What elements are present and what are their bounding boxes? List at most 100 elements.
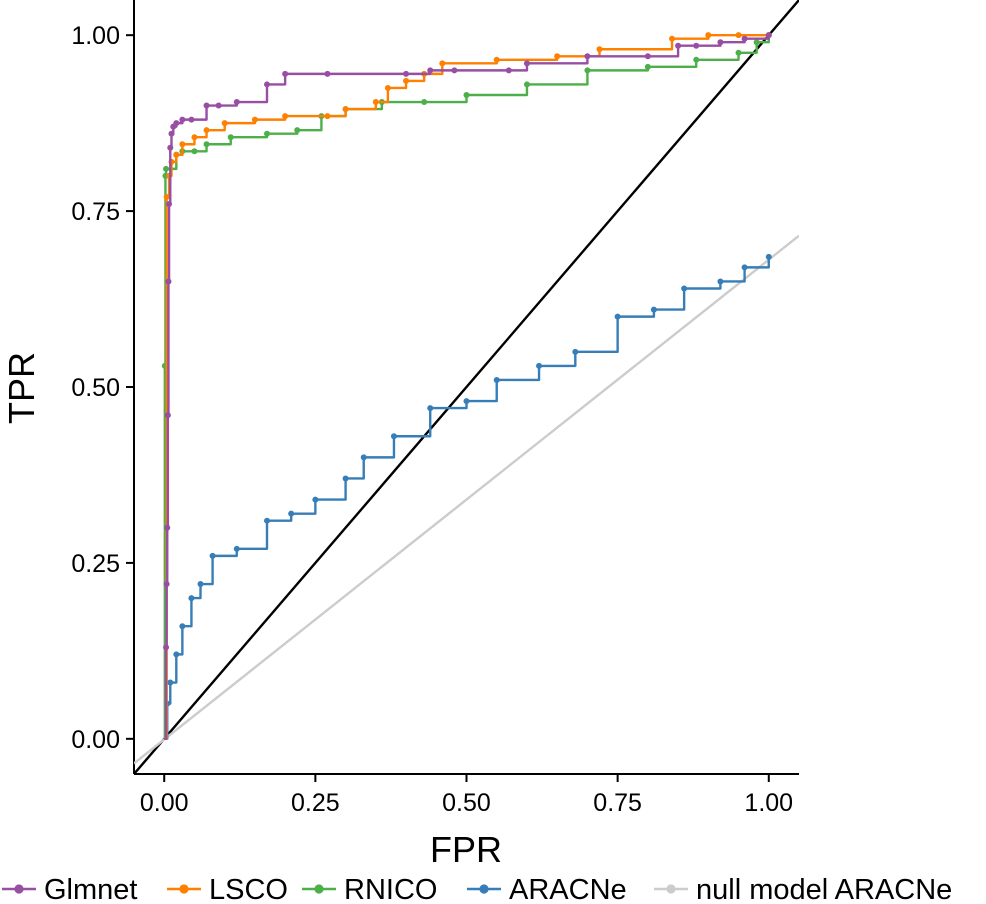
- data-point: [163, 644, 170, 651]
- data-point: [644, 53, 651, 60]
- data-point: [735, 49, 742, 56]
- data-point: [179, 623, 186, 630]
- data-point: [163, 165, 170, 172]
- data-point: [439, 60, 446, 67]
- legend-key-marker: [479, 884, 489, 894]
- x-tick-label: 1.00: [744, 789, 793, 817]
- data-point: [360, 454, 367, 461]
- data-point: [294, 127, 301, 134]
- data-point: [451, 67, 458, 74]
- data-point: [390, 433, 397, 440]
- data-point: [342, 475, 349, 482]
- data-point: [215, 102, 222, 109]
- data-point: [693, 56, 700, 63]
- data-point: [163, 581, 170, 588]
- data-point: [203, 127, 210, 134]
- data-point: [523, 60, 530, 67]
- data-point: [179, 116, 186, 123]
- data-point: [264, 517, 270, 524]
- data-point: [741, 35, 748, 42]
- data-point: [167, 144, 174, 151]
- data-point: [203, 141, 210, 148]
- data-point: [312, 496, 319, 503]
- y-axis-ticks: 0.00 0.25 0.50 0.75 1.00: [71, 22, 134, 754]
- data-point: [264, 81, 270, 88]
- legend-key-marker: [179, 884, 189, 894]
- legend-label: RNICO: [344, 874, 437, 904]
- x-tick-label: 0.50: [442, 789, 491, 817]
- legend-key-marker: [14, 884, 24, 894]
- legend-key-marker: [314, 884, 324, 894]
- data-point: [421, 99, 428, 106]
- y-axis-title: TPR: [1, 352, 42, 424]
- data-point: [197, 581, 204, 588]
- data-point: [765, 32, 772, 39]
- data-point: [693, 42, 700, 49]
- data-point: [179, 141, 186, 148]
- series-line: [134, 234, 799, 765]
- y-tick-label: 0.25: [71, 550, 120, 578]
- data-point: [221, 120, 228, 127]
- data-point: [584, 67, 591, 74]
- data-point: [463, 91, 470, 98]
- legend-label: LSCO: [209, 874, 288, 904]
- data-point: [173, 651, 180, 658]
- data-point: [168, 130, 175, 137]
- data-point: [165, 278, 172, 285]
- data-point: [164, 412, 171, 419]
- data-point: [427, 67, 434, 74]
- legend-label: Glmnet: [44, 874, 137, 904]
- data-point: [324, 70, 331, 77]
- data-point: [188, 595, 195, 602]
- data-point: [493, 56, 500, 63]
- data-point: [427, 405, 434, 412]
- data-point: [188, 116, 195, 123]
- data-point: [342, 106, 349, 113]
- data-point: [227, 134, 234, 141]
- data-point: [191, 148, 198, 155]
- data-point: [384, 84, 391, 91]
- data-point: [741, 264, 748, 271]
- x-axis-ticks: 0.00 0.25 0.50 0.75 1.00: [140, 774, 793, 817]
- data-point: [324, 113, 331, 120]
- data-point: [173, 120, 180, 127]
- y-tick-label: 0.75: [71, 198, 120, 226]
- y-tick-label: 0.00: [71, 726, 120, 754]
- series-layer: [134, 32, 799, 765]
- series-glmnet: [163, 32, 772, 741]
- data-point: [681, 285, 688, 292]
- data-point: [372, 99, 379, 106]
- y-tick-label: 0.50: [71, 374, 120, 402]
- data-point: [173, 151, 180, 158]
- y-tick-label: 1.00: [71, 22, 120, 50]
- data-point: [523, 81, 530, 88]
- data-point: [288, 510, 295, 517]
- legend-item: null model ARACNe: [654, 874, 952, 904]
- data-point: [675, 42, 682, 49]
- data-point: [596, 46, 603, 53]
- data-point: [765, 253, 772, 260]
- legend-key-marker: [666, 884, 676, 894]
- legend-item: ARACNe: [467, 874, 627, 904]
- series-null-model-aracne: [134, 234, 799, 765]
- data-point: [717, 39, 724, 46]
- data-point: [403, 70, 410, 77]
- data-point: [167, 679, 174, 686]
- data-point: [753, 39, 760, 46]
- data-point: [717, 278, 724, 285]
- data-point: [463, 398, 470, 405]
- data-point: [572, 348, 579, 355]
- x-axis-title: FPR: [430, 829, 502, 870]
- series-aracne: [164, 253, 772, 741]
- data-point: [203, 102, 210, 109]
- data-point: [403, 77, 410, 84]
- data-point: [191, 134, 198, 141]
- legend-label: ARACNe: [509, 874, 627, 904]
- data-point: [251, 116, 258, 123]
- data-point: [166, 201, 173, 208]
- x-tick-label: 0.75: [593, 789, 642, 817]
- legend-label: null model ARACNe: [696, 874, 952, 904]
- data-point: [493, 376, 500, 383]
- x-tick-label: 0.25: [291, 789, 340, 817]
